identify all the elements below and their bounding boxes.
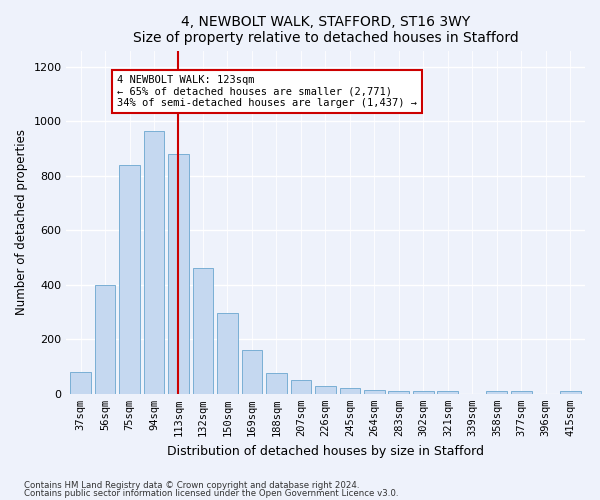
- Bar: [364, 390, 385, 394]
- Bar: [560, 391, 581, 394]
- Bar: [95, 285, 115, 394]
- Bar: [413, 391, 434, 394]
- Bar: [217, 314, 238, 394]
- Bar: [70, 372, 91, 394]
- Bar: [266, 374, 287, 394]
- Bar: [315, 386, 336, 394]
- Bar: [193, 268, 214, 394]
- Bar: [487, 391, 507, 394]
- Bar: [242, 350, 262, 394]
- Bar: [511, 391, 532, 394]
- Bar: [168, 154, 189, 394]
- Bar: [388, 391, 409, 394]
- Text: Contains HM Land Registry data © Crown copyright and database right 2024.: Contains HM Land Registry data © Crown c…: [24, 480, 359, 490]
- Bar: [143, 131, 164, 394]
- Bar: [290, 380, 311, 394]
- X-axis label: Distribution of detached houses by size in Stafford: Distribution of detached houses by size …: [167, 444, 484, 458]
- Title: 4, NEWBOLT WALK, STAFFORD, ST16 3WY
Size of property relative to detached houses: 4, NEWBOLT WALK, STAFFORD, ST16 3WY Size…: [133, 15, 518, 45]
- Bar: [119, 165, 140, 394]
- Text: Contains public sector information licensed under the Open Government Licence v3: Contains public sector information licen…: [24, 489, 398, 498]
- Bar: [340, 388, 361, 394]
- Text: 4 NEWBOLT WALK: 123sqm
← 65% of detached houses are smaller (2,771)
34% of semi-: 4 NEWBOLT WALK: 123sqm ← 65% of detached…: [117, 75, 417, 108]
- Y-axis label: Number of detached properties: Number of detached properties: [15, 129, 28, 315]
- Bar: [437, 391, 458, 394]
